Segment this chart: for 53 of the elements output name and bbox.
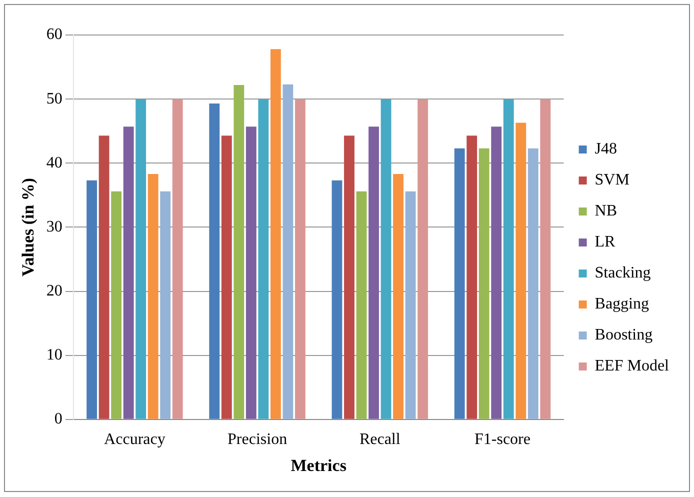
y-tick-label: 30 [46, 218, 62, 236]
y-tick-label: 40 [46, 154, 62, 172]
legend-label: EEF Model [594, 358, 670, 375]
bar [503, 99, 514, 419]
bar [123, 126, 134, 419]
bar [136, 99, 146, 419]
bar [221, 136, 232, 419]
legend-label: NB [594, 202, 618, 220]
bar [405, 191, 416, 419]
bar [258, 99, 269, 419]
x-tick-label: F1-score [474, 431, 530, 448]
bar [148, 174, 158, 419]
bar [234, 84, 244, 419]
bar [172, 99, 183, 419]
bar [540, 99, 551, 419]
bar [418, 99, 428, 419]
bar [160, 191, 171, 419]
bar [491, 126, 502, 419]
bar [209, 104, 220, 419]
bar [368, 126, 379, 419]
legend-label: Stacking [594, 264, 651, 282]
bar [466, 136, 478, 419]
legend-label: J48 [594, 140, 618, 158]
y-tick-label: 60 [46, 26, 62, 44]
bar [294, 99, 306, 419]
bar [528, 148, 538, 419]
bar [111, 191, 122, 419]
y-axis-title: Values (in %) [18, 178, 38, 276]
bar [380, 99, 392, 419]
x-axis-title: Metrics [290, 456, 347, 476]
bar [344, 136, 354, 419]
bar [454, 148, 465, 419]
legend-label: LR [594, 234, 616, 251]
bar [98, 136, 110, 419]
bar [246, 126, 256, 419]
legend-label: SVM [594, 172, 630, 189]
bar [332, 180, 342, 419]
bar [270, 49, 281, 419]
x-tick-label: Precision [228, 431, 288, 448]
bar [516, 122, 526, 419]
bar [393, 174, 404, 419]
x-tick-label: Recall [359, 431, 401, 448]
bar [282, 84, 294, 419]
x-tick-label: Accuracy [104, 431, 166, 448]
y-tick-label: 10 [46, 346, 62, 364]
bar [86, 180, 97, 419]
y-tick-label: 20 [46, 282, 62, 300]
legend-label: Boosting [594, 326, 653, 344]
bar [478, 148, 490, 419]
legend-label: Bagging [594, 296, 649, 313]
y-tick-label: 50 [46, 90, 62, 108]
y-tick-label: 0 [54, 410, 62, 428]
bar [356, 191, 367, 419]
